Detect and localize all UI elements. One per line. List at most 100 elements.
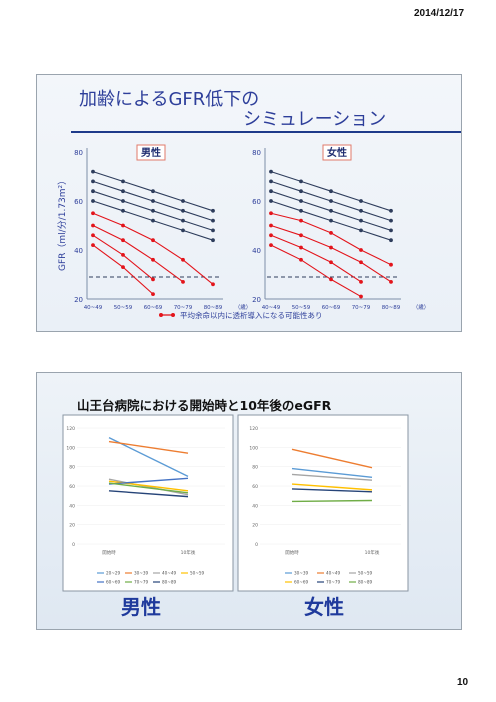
data-point bbox=[91, 211, 95, 216]
data-point bbox=[181, 257, 185, 262]
series-line bbox=[270, 234, 362, 283]
data-point bbox=[91, 223, 95, 228]
data-point bbox=[181, 228, 185, 233]
data-point bbox=[211, 238, 215, 243]
x-tick-label: 40~49 bbox=[84, 305, 103, 311]
data-point bbox=[389, 218, 393, 223]
series-line bbox=[108, 440, 189, 454]
data-point bbox=[181, 199, 185, 203]
data-point bbox=[359, 294, 363, 299]
data-point bbox=[181, 279, 185, 284]
x-tick-label: 70~79 bbox=[174, 305, 193, 311]
data-point bbox=[329, 245, 333, 250]
y-tick-label: 60 bbox=[252, 484, 258, 490]
series-line bbox=[92, 244, 154, 295]
y-tick-label: 60 bbox=[74, 198, 83, 206]
gfr-axis-label: GFR（ml/分/1.73m²） bbox=[57, 176, 68, 271]
legend-label: 80~89 bbox=[162, 580, 177, 585]
data-point bbox=[359, 279, 363, 284]
y-tick-label: 0 bbox=[255, 542, 258, 548]
data-point bbox=[299, 189, 303, 194]
legend-text: 平均余命以内に透析導入になる可能性あり bbox=[180, 310, 323, 320]
data-point bbox=[91, 179, 95, 184]
data-point bbox=[389, 238, 393, 243]
panel-label-box bbox=[322, 144, 352, 161]
data-point bbox=[359, 218, 363, 223]
data-point bbox=[299, 179, 303, 184]
x-tick-label: 80~89 bbox=[382, 305, 401, 311]
data-point bbox=[121, 223, 125, 228]
data-point bbox=[91, 243, 95, 248]
series-line bbox=[92, 225, 184, 283]
data-point bbox=[329, 230, 333, 235]
panel-label-box bbox=[136, 144, 166, 161]
data-point bbox=[121, 238, 125, 243]
data-point bbox=[151, 257, 155, 262]
x-tick-label: （歳） bbox=[413, 303, 430, 311]
y-tick-label: 120 bbox=[249, 426, 258, 432]
female-chart-frame bbox=[237, 414, 409, 592]
series-line bbox=[291, 483, 373, 491]
data-point bbox=[151, 292, 155, 296]
legend-label: 70~79 bbox=[326, 580, 341, 585]
x-tick-label: 80~89 bbox=[204, 305, 223, 311]
legend-label: 30~39 bbox=[294, 571, 309, 576]
x-category-label: 10年後 bbox=[365, 549, 380, 556]
panel-label: 女性 bbox=[327, 146, 347, 159]
data-point bbox=[299, 257, 303, 262]
y-tick-label: 20 bbox=[252, 523, 258, 529]
slide1-title-line2: シミュレーション bbox=[243, 109, 386, 130]
y-tick-label: 80 bbox=[252, 149, 261, 157]
y-tick-label: 100 bbox=[66, 445, 75, 451]
data-point bbox=[329, 189, 333, 194]
gfr-simulation-figure: 加齢によるGFR低下の シミュレーション GFR（ml/分/1.73m²） 男性… bbox=[57, 89, 461, 320]
y-tick-label: 100 bbox=[249, 445, 258, 451]
data-point bbox=[211, 208, 215, 213]
y-tick-label: 80 bbox=[74, 149, 83, 157]
data-point bbox=[269, 243, 273, 248]
y-tick-label: 40 bbox=[252, 503, 258, 509]
y-tick-label: 20 bbox=[252, 296, 261, 304]
slide1-legend: 平均余命以内に透析導入になる可能性あり bbox=[159, 310, 323, 320]
x-category-label: 開始時 bbox=[285, 549, 299, 556]
y-tick-label: 60 bbox=[252, 198, 261, 206]
data-point bbox=[359, 248, 363, 252]
female-egfr-chart: 120 100 80 60 40 20 0 開始時 10年後 30~39 40~49 50~59 60~… bbox=[249, 426, 401, 585]
x-tick-label: 50~59 bbox=[114, 305, 133, 311]
y-tick-label: 40 bbox=[69, 503, 75, 509]
x-tick-label: （歳） bbox=[235, 303, 252, 311]
legend-label: 30~39 bbox=[134, 571, 149, 576]
data-point bbox=[151, 189, 155, 194]
data-point bbox=[91, 199, 95, 203]
data-point bbox=[211, 282, 215, 287]
title-underline bbox=[71, 131, 461, 133]
print-date: 2014/12/17 bbox=[414, 8, 465, 19]
data-point bbox=[269, 199, 273, 203]
slide-egfr-hospital: 山王台病院における開始時と10年後のeGFR 120 100 80 60 40 20 0 開始… bbox=[36, 372, 462, 630]
data-point bbox=[359, 208, 363, 213]
series-line bbox=[108, 482, 189, 494]
data-point bbox=[211, 218, 215, 223]
data-point bbox=[299, 208, 303, 213]
series-line bbox=[291, 467, 373, 478]
y-tick-label: 60 bbox=[69, 484, 75, 490]
data-point bbox=[269, 211, 273, 216]
data-point bbox=[181, 218, 185, 223]
data-point bbox=[121, 189, 125, 194]
data-point bbox=[329, 260, 333, 265]
page-number: 10 bbox=[457, 677, 469, 688]
legend-red-dot bbox=[171, 313, 175, 317]
x-tick-label: 60~69 bbox=[322, 305, 341, 311]
data-point bbox=[211, 228, 215, 233]
slide1-title-line1: 加齢によるGFR低下の bbox=[79, 89, 259, 110]
male-label: 男性 bbox=[121, 595, 161, 619]
x-tick-label: 50~59 bbox=[292, 305, 311, 311]
data-point bbox=[121, 253, 125, 257]
male-chart-frame bbox=[62, 414, 234, 592]
series-line bbox=[270, 244, 362, 298]
y-tick-label: 20 bbox=[74, 296, 83, 304]
legend-label: 40~49 bbox=[162, 571, 177, 576]
data-point bbox=[299, 199, 303, 203]
panel-label: 男性 bbox=[141, 146, 161, 159]
